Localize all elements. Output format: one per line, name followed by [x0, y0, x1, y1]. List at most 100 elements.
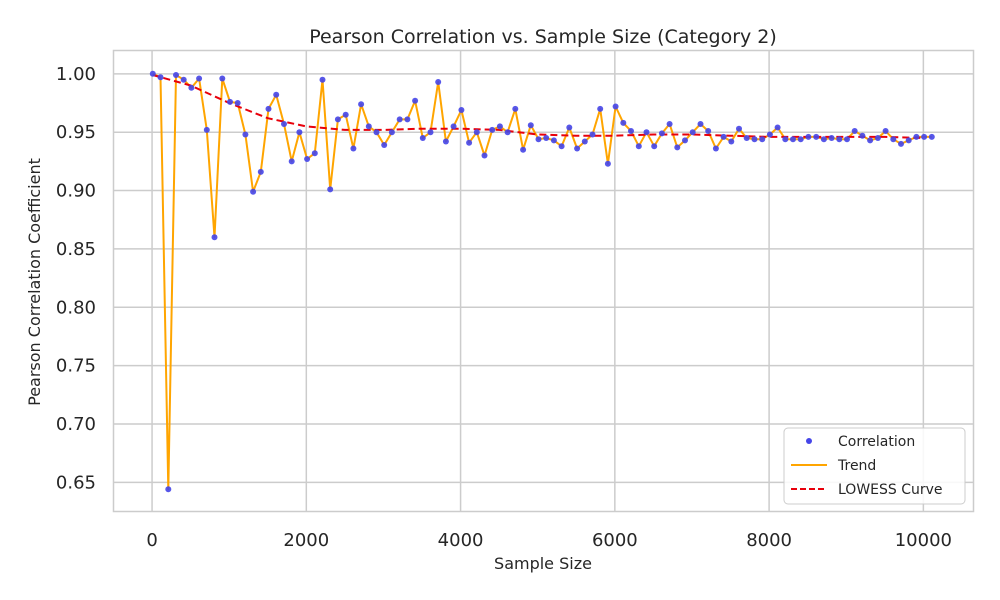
correlation-point [334, 116, 341, 123]
correlation-point [790, 136, 796, 143]
correlation-point [396, 116, 403, 123]
correlation-point [928, 133, 935, 140]
correlation-point [211, 234, 218, 241]
correlation-point [149, 70, 156, 77]
y-tick-label: 0.70 [56, 414, 96, 435]
correlation-point [427, 129, 434, 136]
correlation-point [566, 124, 573, 131]
correlation-point [296, 129, 303, 136]
correlation-point [273, 91, 280, 98]
correlation-point [435, 79, 442, 85]
correlation-point [219, 75, 226, 82]
legend-marker-correlation [806, 438, 812, 444]
correlation-point [697, 121, 704, 127]
correlation-point [682, 137, 688, 144]
correlation-point [643, 129, 650, 136]
correlation-point [250, 188, 257, 195]
correlation-point [481, 152, 488, 159]
correlation-point [805, 133, 812, 140]
correlation-point [257, 168, 264, 175]
x-tick-label: 10000 [895, 530, 952, 551]
chart-title: Pearson Correlation vs. Sample Size (Cat… [309, 26, 777, 48]
correlation-point [828, 135, 835, 141]
y-tick-label: 0.65 [56, 472, 96, 493]
y-tick-label: 0.85 [56, 239, 96, 260]
correlation-point [373, 129, 380, 136]
correlation-point [743, 135, 750, 141]
correlation-point [836, 136, 843, 143]
correlation-point [581, 138, 588, 145]
correlation-point [620, 119, 627, 126]
y-tick-label: 0.80 [56, 297, 96, 318]
correlation-point [242, 131, 249, 138]
correlation-point [520, 146, 527, 153]
correlation-point [851, 128, 858, 134]
correlation-point [874, 135, 881, 141]
correlation-point [720, 133, 727, 140]
correlation-point [165, 486, 172, 493]
correlation-point [604, 160, 611, 167]
legend-box [783, 427, 966, 505]
correlation-point [628, 128, 634, 134]
correlation-point [782, 136, 789, 143]
y-tick-label: 0.90 [56, 181, 96, 202]
correlation-point [365, 123, 372, 130]
correlation-point [281, 121, 287, 127]
correlation-point [728, 138, 735, 145]
legend: Correlation Trend LOWESS Curve [783, 427, 966, 505]
x-axis-label: Sample Size [494, 554, 592, 573]
correlation-point [404, 116, 411, 123]
legend-label-correlation: Correlation [838, 434, 915, 450]
correlation-point [442, 138, 449, 145]
grid [113, 50, 974, 512]
correlation-point [859, 132, 866, 139]
correlation-point [527, 122, 534, 129]
y-tick-labels: 0.65 0.70 0.75 0.80 0.85 0.90 0.95 1.00 [56, 64, 96, 493]
legend-label-lowess: LOWESS Curve [838, 482, 943, 498]
correlation-point [496, 123, 503, 130]
correlation-point [489, 126, 496, 133]
correlation-point [327, 186, 334, 193]
correlation-point [227, 98, 233, 105]
x-tick-label: 4000 [438, 530, 484, 551]
correlation-point [157, 74, 164, 81]
y-axis-label: Pearson Correlation Coefficient [25, 158, 44, 406]
correlation-point [844, 136, 850, 143]
correlation-point [466, 139, 473, 146]
y-tick-label: 1.00 [56, 64, 96, 85]
correlation-point [458, 107, 465, 113]
correlation-point [288, 158, 295, 165]
correlation-point [180, 76, 187, 83]
correlation-point [651, 143, 658, 150]
correlation-point [574, 145, 581, 152]
correlation-point [304, 156, 311, 162]
correlation-point [535, 136, 542, 143]
correlation-point [311, 150, 318, 157]
correlation-point [203, 126, 210, 133]
correlation-point [689, 129, 696, 136]
correlation-point [612, 103, 619, 110]
correlation-point [766, 131, 773, 138]
correlation-point [774, 124, 781, 131]
correlation-point [543, 135, 550, 141]
correlation-point [759, 136, 766, 143]
correlation-point [358, 101, 365, 108]
correlation-point [666, 121, 673, 127]
correlation-point [736, 125, 742, 132]
correlation-point [797, 136, 804, 143]
correlation-point [234, 100, 241, 106]
correlation-point [173, 72, 179, 78]
correlation-point [635, 143, 642, 150]
plot-frame [112, 49, 975, 513]
correlation-point [813, 133, 820, 140]
correlation-point [388, 129, 395, 136]
correlation-point [705, 128, 712, 134]
correlation-point [412, 97, 419, 104]
correlation-point [419, 135, 426, 141]
correlation-point [558, 143, 565, 150]
correlation-point [450, 123, 457, 130]
correlation-point [658, 130, 665, 137]
correlation-point [820, 136, 827, 143]
